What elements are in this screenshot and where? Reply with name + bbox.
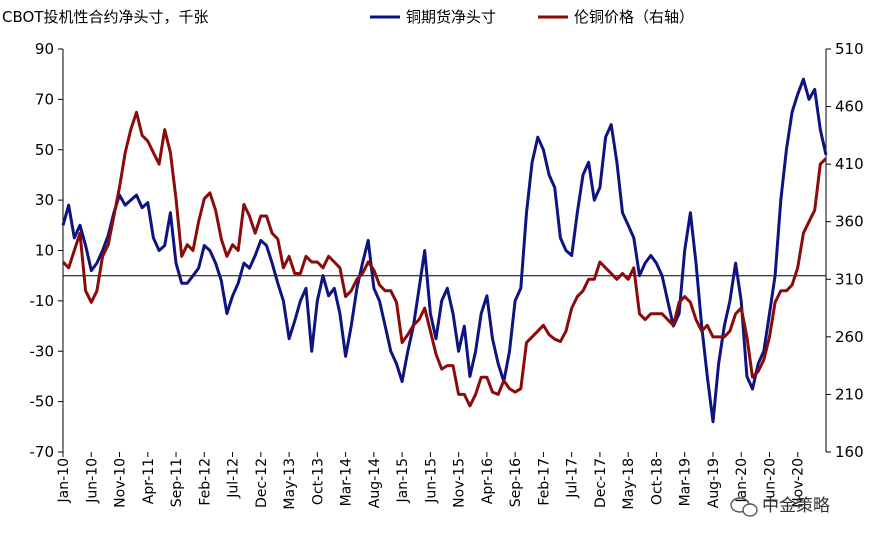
x-tick-label: Sep-16	[508, 458, 524, 507]
x-tick-label: Jun-10	[84, 458, 100, 504]
legend-label-1: 铜期货净头寸	[406, 8, 496, 26]
x-tick-label: Nov-15	[452, 458, 468, 508]
right-tick-label: 210	[835, 385, 864, 403]
right-tick-label: 510	[835, 40, 864, 58]
x-tick-label: Jan-20	[734, 458, 750, 503]
legend-label-2: 伦铜价格（右轴）	[574, 8, 694, 26]
plot-area	[61, 77, 828, 424]
watermark: 中金策略	[730, 496, 830, 517]
right-tick-label: 410	[835, 155, 864, 173]
watermark-text: 中金策略	[762, 496, 830, 516]
left-tick-label: -50	[30, 393, 55, 411]
left-axis-unit-label: CBOT投机性合约净头寸，千张	[2, 8, 208, 26]
wechat-icon	[730, 497, 758, 517]
x-tick-label: Oct-13	[310, 458, 326, 505]
x-tick-label: Feb-12	[197, 458, 213, 506]
series-line-1	[61, 77, 828, 424]
x-tick-label: Apr-11	[141, 458, 157, 504]
left-tick-label: 10	[35, 242, 54, 260]
left-y-ticks: 90 70 50 30 10 -10 -30 -50 -70	[30, 40, 63, 461]
x-tick-label: Nov-10	[113, 458, 129, 508]
right-tick-label: 260	[835, 328, 864, 346]
right-tick-label: 310	[835, 270, 864, 288]
x-tick-label: Mar-14	[339, 458, 355, 506]
left-tick-label: 30	[35, 191, 54, 209]
right-tick-label: 460	[835, 98, 864, 116]
right-y-ticks: 510 460 410 360 310 260 210 160	[826, 40, 864, 461]
x-tick-label: Apr-16	[480, 458, 496, 504]
left-tick-label: -10	[30, 292, 55, 310]
x-tick-label: Feb-17	[536, 458, 552, 506]
x-tick-label: Aug-14	[367, 458, 383, 508]
x-tick-label: Mar-19	[678, 458, 694, 506]
x-tick-label: Jul-12	[226, 458, 242, 499]
x-tick-label: Jun-15	[423, 458, 439, 504]
x-tick-label: Sep-11	[169, 458, 185, 507]
x-tick-label: Jan-10	[56, 458, 72, 503]
left-tick-label: -30	[30, 342, 55, 360]
x-tick-label: May-18	[621, 458, 637, 510]
x-tick-label: Jan-15	[395, 458, 411, 503]
left-tick-label: 50	[35, 141, 54, 159]
x-tick-label: Oct-18	[649, 458, 665, 505]
axes	[62, 49, 827, 452]
legend: 铜期货净头寸 伦铜价格（右轴）	[370, 8, 694, 26]
right-tick-label: 360	[835, 213, 864, 231]
x-tick-label: Aug-19	[706, 458, 722, 508]
x-tick-label: May-13	[282, 458, 298, 510]
left-tick-label: -70	[30, 443, 55, 461]
x-tick-label: Jun-20	[762, 458, 778, 504]
right-tick-label: 160	[835, 443, 864, 461]
x-ticks: Jan-10 Jun-10 Nov-10 Apr-11 Sep-11 Feb-12 Jul-…	[56, 452, 807, 510]
series-line-2	[61, 110, 828, 408]
x-tick-label: Dec-12	[254, 458, 270, 508]
x-tick-label: Dec-17	[593, 458, 609, 508]
left-tick-label: 70	[35, 90, 54, 108]
left-tick-label: 90	[35, 40, 54, 58]
x-tick-label: Nov-20	[791, 458, 807, 508]
x-tick-label: Jul-17	[565, 458, 581, 499]
